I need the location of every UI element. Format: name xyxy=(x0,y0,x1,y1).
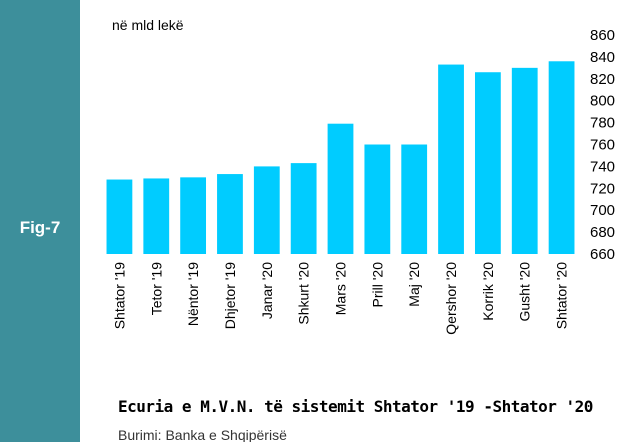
x-tick-label: Gusht '20 xyxy=(517,262,533,322)
y-tick-label: 800 xyxy=(590,93,615,110)
y-tick-label: 740 xyxy=(590,158,615,175)
x-tick-label: Maj '20 xyxy=(406,262,422,307)
x-tick-label: Shtator '19 xyxy=(111,262,127,329)
x-tick-label: Nëntor '19 xyxy=(185,262,201,326)
x-tick-label: Dhjetor '19 xyxy=(222,262,238,329)
y-tick-label: 780 xyxy=(590,115,615,132)
bar xyxy=(106,179,133,254)
x-tick-label: Shtator '20 xyxy=(554,262,570,329)
bar xyxy=(438,64,464,254)
y-tick-label: 760 xyxy=(590,137,615,154)
x-tick-label: Prill '20 xyxy=(369,262,385,308)
bar xyxy=(474,72,501,254)
y-tick-label: 700 xyxy=(590,202,615,219)
unit-label: në mld lekë xyxy=(112,17,184,33)
y-tick-label: 820 xyxy=(590,71,615,88)
bar xyxy=(364,144,391,254)
bar xyxy=(290,163,317,254)
sidebar xyxy=(0,0,80,442)
y-tick-label: 680 xyxy=(590,224,615,241)
bar xyxy=(143,178,170,254)
bar xyxy=(180,177,207,254)
x-tick-label: Shkurt '20 xyxy=(296,262,312,325)
bar xyxy=(511,67,538,254)
source: Burimi: Banka e Shqipërisë xyxy=(118,427,287,442)
chart-title: Ecuria e M.V.N. të sistemit Shtator '19 … xyxy=(118,397,593,416)
y-tick-label: 840 xyxy=(590,49,615,66)
x-tick-label: Korrik '20 xyxy=(480,262,496,321)
x-tick-label: Janar '20 xyxy=(259,262,275,319)
figure-label: Fig-7 xyxy=(20,218,61,237)
y-tick-label: 660 xyxy=(590,246,615,263)
bar xyxy=(327,123,354,254)
x-tick-label: Tetor '19 xyxy=(148,262,164,315)
y-tick-label: 860 xyxy=(590,27,615,44)
x-tick-label: Qershor '20 xyxy=(443,262,459,335)
x-tick-label: Mars '20 xyxy=(333,262,349,315)
y-tick-label: 720 xyxy=(590,180,615,197)
bar xyxy=(401,144,428,254)
bar xyxy=(253,166,280,254)
bar xyxy=(217,174,243,254)
bar xyxy=(548,61,575,254)
